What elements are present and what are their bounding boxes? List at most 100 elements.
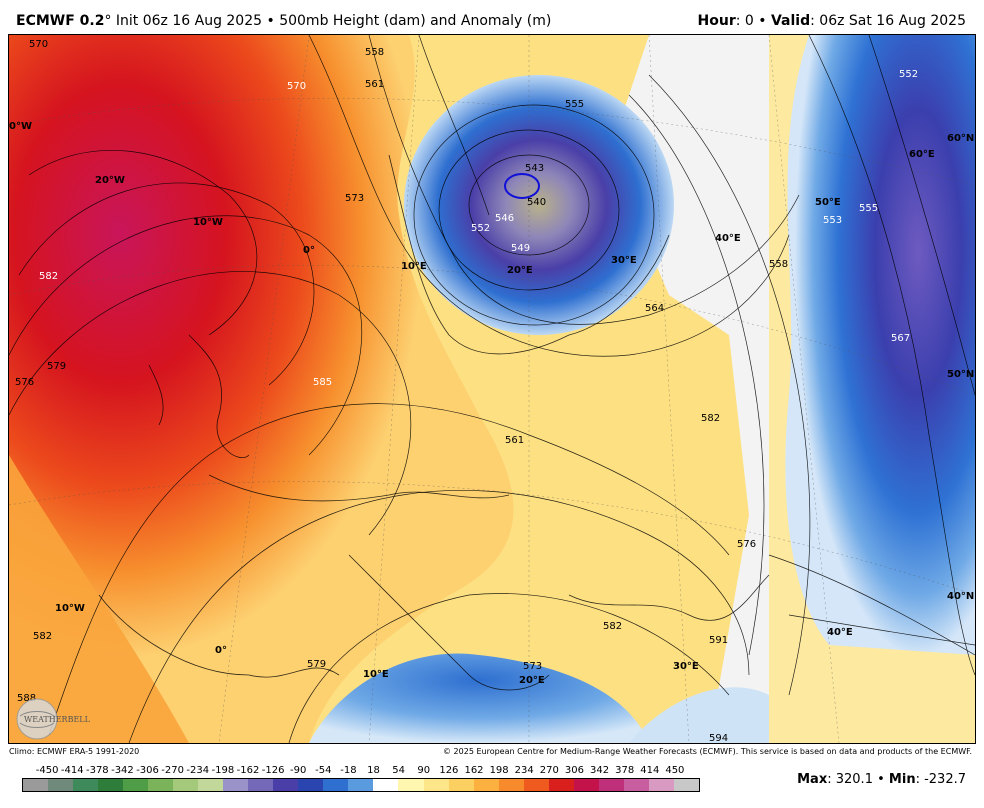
max-min-readout: Max: 320.1 • Min: -232.7: [797, 772, 966, 787]
contour-label: 588: [17, 693, 36, 704]
southern-cool-area: [309, 653, 649, 743]
colorbar-tick-label: -414: [60, 765, 84, 776]
colorbar-tick-label: -270: [161, 765, 185, 776]
graticule-label: 40°E: [715, 233, 741, 244]
colorbar-tick-label: 126: [439, 765, 459, 776]
copyright-note: © 2025 European Centre for Medium-Range …: [443, 747, 972, 756]
warm-anomaly: [9, 35, 514, 743]
contour-label: 552: [471, 223, 490, 234]
colorbar-tick-label: -234: [186, 765, 210, 776]
graticule-label: 30°E: [673, 661, 699, 672]
header: ECMWF 0.2° Init 06z 16 Aug 2025 • 500mb …: [0, 0, 984, 34]
colorbar-tick-label: -126: [261, 765, 285, 776]
graticule-labels: 0°W 20°W 10°W 0° 10°E 20°E 30°E 40°E 50°…: [9, 121, 974, 686]
colorbar-tick-label: 90: [417, 765, 431, 776]
graticule-label: 0°: [303, 245, 315, 256]
south-light-blue: [629, 687, 769, 743]
colorbar-segment: [148, 779, 174, 791]
graticule-label: 50°N: [947, 369, 974, 380]
graticule-label: 10°E: [363, 669, 389, 680]
contour-label: 576: [737, 539, 756, 550]
colorbar: [22, 778, 700, 792]
colorbar-tick-label: -18: [340, 765, 357, 776]
contour-label: 570: [287, 81, 306, 92]
colorbar-segment: [523, 779, 549, 791]
colorbar-tick-label: 162: [464, 765, 484, 776]
orange-south: [9, 455, 189, 743]
graticule-label: 40°E: [827, 627, 853, 638]
colorbar-segment: [23, 779, 49, 791]
init-time: Init 06z 16 Aug 2025: [115, 13, 263, 29]
colorbar-segment: [548, 779, 574, 791]
colorbar-segment: [448, 779, 474, 791]
product-name: 500mb Height (dam) and Anomaly (m): [279, 13, 552, 29]
contour-label: 555: [565, 99, 584, 110]
contour-label: 576: [15, 377, 34, 388]
colorbar-tick-label: 54: [392, 765, 406, 776]
colorbar-tick-label: -54: [315, 765, 332, 776]
contour-label: 579: [47, 361, 66, 372]
separator: •: [266, 13, 275, 29]
contour-label: 540: [527, 197, 546, 208]
contour-label: 558: [769, 259, 788, 270]
weather-map: 570 558 561 570 573 582 579 576 585 555 …: [8, 34, 976, 744]
contour-label: 564: [645, 303, 664, 314]
colorbar-tick-label: -162: [236, 765, 260, 776]
contour-label: 594: [709, 733, 728, 743]
colorbar-tick-label: 450: [665, 765, 685, 776]
colorbar-segment: [223, 779, 249, 791]
colorbar-segment: [98, 779, 124, 791]
map-canvas: 570 558 561 570 573 582 579 576 585 555 …: [9, 35, 975, 743]
weatherbell-logo: WEATHERBELL: [14, 696, 98, 742]
max-label: Max: [797, 772, 828, 787]
colorbar-segment: [348, 779, 374, 791]
map-title: ECMWF 0.2° Init 06z 16 Aug 2025 • 500mb …: [16, 13, 551, 29]
valid-time-info: Hour: 0 • Valid: 06z Sat 16 Aug 2025: [698, 13, 966, 29]
colorbar-tick-label: 234: [514, 765, 534, 776]
graticule-label: 20°E: [507, 265, 533, 276]
colorbar-segment: [48, 779, 74, 791]
graticule-label: 0°: [215, 645, 227, 656]
contour-label: 573: [345, 193, 364, 204]
colorbar-tick-label: -306: [136, 765, 159, 776]
max-value: : 320.1: [827, 772, 873, 787]
min-label: Min: [888, 772, 916, 787]
contour-label: 552: [899, 69, 918, 80]
colorbar-tick-label: -90: [290, 765, 307, 776]
logo-text: WEATHERBELL: [24, 715, 91, 724]
min-value: : -232.7: [915, 772, 966, 787]
graticule-label: 50°E: [815, 197, 841, 208]
graticule-label: 30°E: [611, 255, 637, 266]
contour-label: 567: [891, 333, 910, 344]
colorbar-tick-label: -198: [211, 765, 235, 776]
colorbar-segment: [398, 779, 424, 791]
colorbar-segment: [573, 779, 599, 791]
hour-label: Hour: [697, 13, 736, 29]
colorbar-tick-labels: -450 -414 -378 -342 -306 -270 -234 -198 -162 -126…: [14, 765, 710, 777]
contour-label: 570: [29, 39, 48, 50]
colorbar-segment: [248, 779, 274, 791]
contour-label: 582: [701, 413, 720, 424]
valid-value: : 06z Sat 16 Aug 2025: [810, 13, 966, 29]
contour-label: 585: [313, 377, 332, 388]
model-name: ECMWF 0.2: [16, 13, 105, 29]
colorbar-segment: [673, 779, 699, 791]
graticule-label: 20°W: [95, 175, 125, 186]
colorbar-segment: [648, 779, 674, 791]
contour-label: 549: [511, 243, 530, 254]
contour-label: 561: [365, 79, 384, 90]
graticule-label: 10°W: [193, 217, 223, 228]
contour-label: 582: [39, 271, 58, 282]
contour-label: 546: [495, 213, 514, 224]
colorbar-segment: [273, 779, 299, 791]
colorbar-tick-label: 270: [539, 765, 559, 776]
hour-value: : 0: [735, 13, 754, 29]
contour-label: 591: [709, 635, 728, 646]
colorbar-segment: [123, 779, 149, 791]
degree-symbol: °: [104, 13, 112, 29]
coastlines: [98, 154, 770, 691]
graticule: [9, 35, 975, 743]
climo-note: Climo: ECMWF ERA-5 1991-2020: [9, 747, 140, 756]
separator: •: [877, 772, 885, 787]
contour-label: 553: [823, 215, 842, 226]
